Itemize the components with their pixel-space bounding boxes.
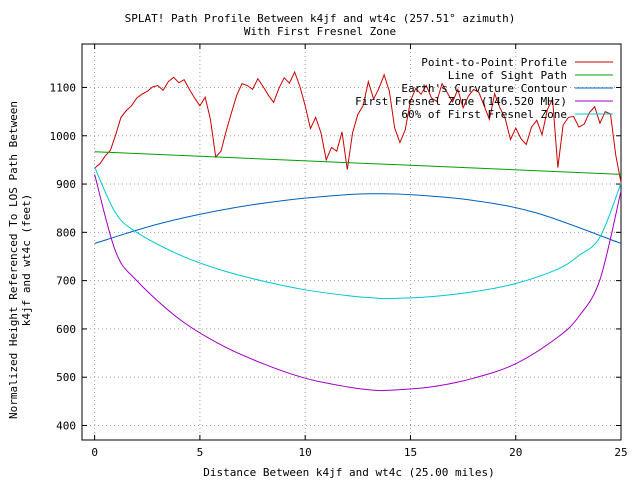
y-axis-label-line-2: k4jf and wt4c (feet) <box>20 194 33 326</box>
y-tick-label: 1100 <box>50 81 77 94</box>
y-tick-label: 400 <box>56 420 76 433</box>
x-tick-label: 10 <box>299 446 312 459</box>
y-tick-label: 700 <box>56 275 76 288</box>
chart-subtitle: With First Fresnel Zone <box>243 25 397 38</box>
y-tick-label: 500 <box>56 371 76 384</box>
series-line-3 <box>94 174 622 392</box>
x-tick-label: 20 <box>509 446 522 459</box>
x-tick-label: 0 <box>91 446 98 459</box>
y-axis-label-line-1: Normalized Height Referenced To LOS Path… <box>7 101 20 419</box>
y-tick-label: 1000 <box>50 130 77 143</box>
y-tick-label: 600 <box>56 323 76 336</box>
y-tick-label: 900 <box>56 178 76 191</box>
x-tick-label: 5 <box>197 446 204 459</box>
y-tick-label: 800 <box>56 226 76 239</box>
legend-label: Point-to-Point Profile <box>421 56 567 69</box>
chart-title: SPLAT! Path Profile Between k4jf and wt4… <box>124 12 516 25</box>
series-line-4 <box>94 166 622 300</box>
legend-label: Earth's Curvature Contour <box>401 82 567 95</box>
x-tick-label: 15 <box>404 446 417 459</box>
x-tick-label: 25 <box>614 446 627 459</box>
legend-label: 60% of First Fresnel Zone <box>401 108 567 121</box>
x-axis-label: Distance Between k4jf and wt4c (25.00 mi… <box>203 466 494 479</box>
legend-label: Line of Sight Path <box>448 69 567 82</box>
series-line-2 <box>94 193 622 244</box>
plot-frame <box>81 43 622 441</box>
series-line-1 <box>94 151 622 175</box>
legend-label: First Fresnel Zone (146.520 MHz) <box>355 95 567 108</box>
series-line-0 <box>94 70 622 183</box>
